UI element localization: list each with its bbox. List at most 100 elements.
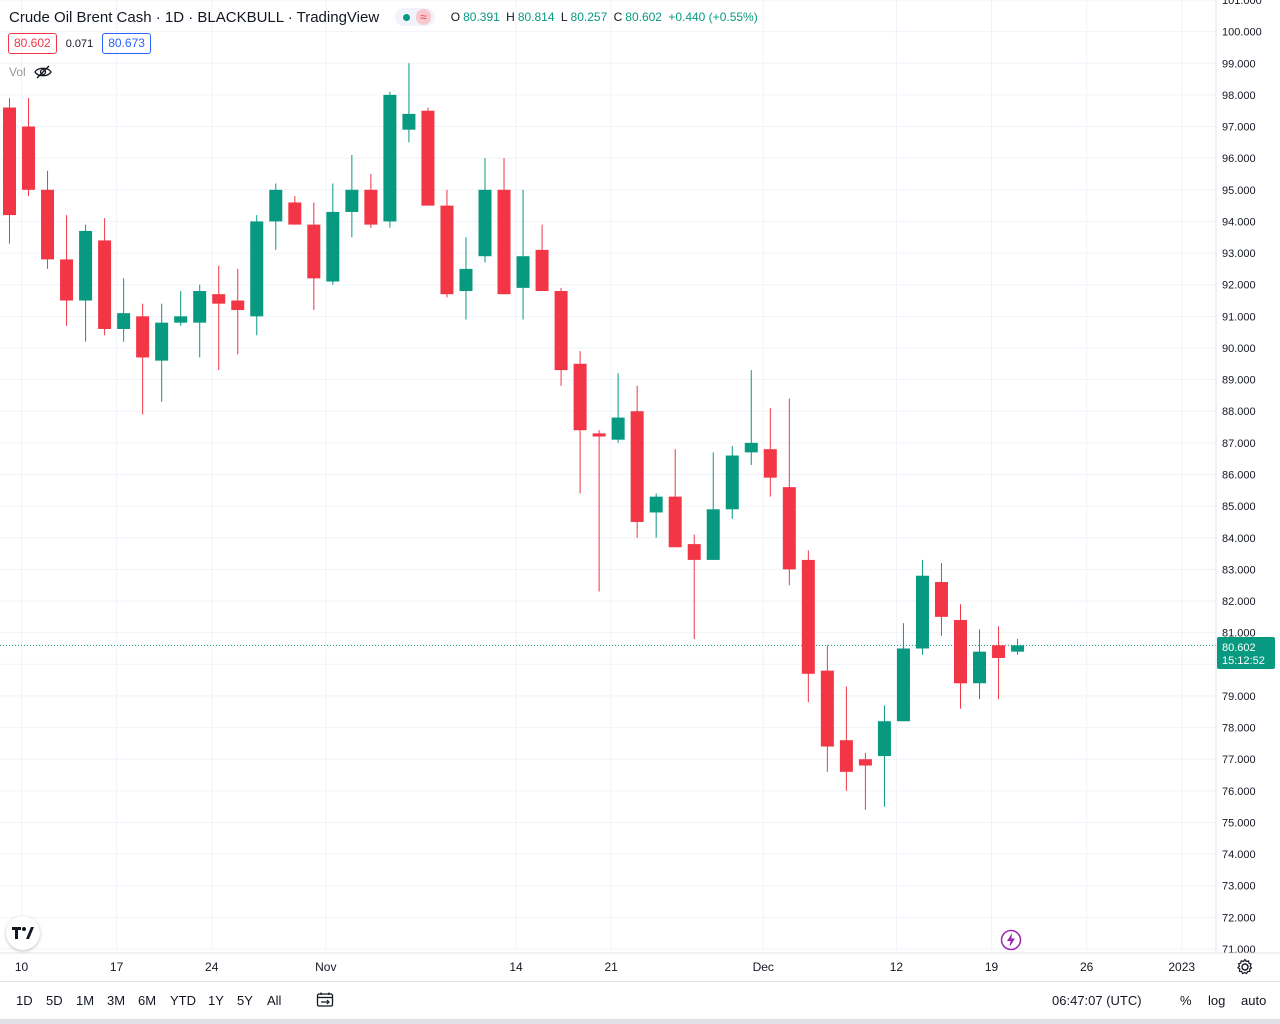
candle-body (725, 455, 739, 510)
time-tick-label: 14 (509, 960, 523, 974)
range-5d-button[interactable]: 5D (46, 993, 63, 1008)
candle (459, 237, 473, 320)
candle (782, 398, 796, 586)
candle (611, 373, 625, 443)
wave-icon: ≈ (416, 9, 431, 25)
price-tick-label: 94.000 (1222, 216, 1256, 228)
candle-body (193, 291, 207, 323)
price-tick-label: 91.000 (1222, 311, 1256, 323)
candle (288, 196, 302, 225)
range-1d-button[interactable]: 1D (16, 993, 33, 1008)
utc-clock[interactable]: 06:47:07 (UTC) (1052, 993, 1142, 1008)
range-5y-button[interactable]: 5Y (237, 993, 253, 1008)
candle (60, 215, 74, 326)
candle (877, 705, 891, 807)
candle-body (307, 224, 321, 279)
range-3m-button[interactable]: 3M (107, 993, 126, 1008)
ohlc-high: 80.814 (517, 10, 555, 24)
candle (1011, 638, 1025, 655)
candle (573, 351, 587, 494)
candle (250, 215, 264, 336)
candle (478, 158, 492, 263)
grid-lines (0, 0, 1216, 951)
market-open-dot-icon (403, 13, 411, 21)
bottom-toolbar: 1D 5D 1M 3M 6M YTD 1Y 5Y All 06:47:07 (U… (0, 981, 1280, 1020)
last-price-tag: 80.602 15:12:52 (1217, 637, 1275, 669)
price-tick-label: 90.000 (1222, 343, 1256, 355)
candle-body (383, 94, 397, 222)
candle (193, 284, 207, 358)
candle-body (915, 575, 929, 649)
candle (402, 63, 416, 143)
candle-body (516, 256, 530, 288)
time-tick-label: 10 (15, 960, 29, 974)
candle (516, 189, 530, 320)
range-1m-button[interactable]: 1M (76, 993, 95, 1008)
candle-body (497, 189, 511, 295)
candle (155, 303, 169, 402)
auto-scale-button[interactable]: auto (1241, 993, 1267, 1008)
eye-off-icon[interactable] (33, 65, 52, 79)
range-ytd-button[interactable]: YTD (170, 993, 196, 1008)
window-bottom-edge (0, 1019, 1280, 1024)
sell-price-button[interactable]: 80.602 (8, 33, 57, 54)
tradingview-logo-icon[interactable] (6, 916, 40, 950)
candle-body (212, 294, 226, 304)
time-axis[interactable]: 10 17 24 Nov 14 21 Dec 12 19 26 2023 (0, 952, 1280, 974)
time-tick-label: 21 (604, 960, 618, 974)
candle-body (992, 645, 1006, 658)
price-tick-label: 89.000 (1222, 375, 1256, 387)
chart-canvas[interactable]: 101.000 100.000 99.000 98.000 97.000 96.000 95… (0, 0, 1280, 981)
range-1y-button[interactable]: 1Y (208, 993, 224, 1008)
buy-price-button[interactable]: 80.673 (102, 33, 151, 54)
candle-body (858, 759, 872, 766)
spread-value: 0.071 (65, 37, 94, 50)
candle (174, 291, 188, 326)
ohlc-values: O 80.391 H 80.814 L 80.257 C 80.602 +0.440 (… (450, 10, 758, 24)
candle (896, 623, 910, 722)
candle (954, 604, 967, 709)
candle (706, 452, 720, 560)
ohlc-close: 80.602 (625, 10, 662, 24)
ohlc-low: 80.257 (570, 10, 608, 24)
price-tick-label: 77.000 (1222, 754, 1256, 766)
price-tick-label: 83.000 (1222, 564, 1256, 576)
percent-scale-button[interactable]: % (1180, 993, 1192, 1008)
time-tick-label: 17 (110, 960, 124, 974)
candle-body (573, 363, 587, 431)
candle-body (440, 205, 454, 295)
candle-body (1011, 645, 1025, 652)
price-axis[interactable]: 101.000 100.000 99.000 98.000 97.000 96.000 95… (1215, 0, 1262, 956)
candle (326, 183, 340, 285)
price-tick-label: 85.000 (1222, 501, 1256, 513)
range-all-button[interactable]: All (267, 993, 282, 1008)
gear-icon[interactable] (1236, 958, 1254, 976)
candle-body (554, 291, 568, 371)
candle (269, 183, 283, 250)
candle-body (459, 268, 473, 292)
candle-body (402, 113, 416, 130)
symbol-title[interactable]: Crude Oil Brent Cash · 1D · BLACKBULL · … (9, 8, 380, 26)
candle (554, 287, 568, 386)
candle (212, 265, 226, 371)
lightning-icon[interactable] (1000, 929, 1022, 951)
volume-legend[interactable]: Vol (9, 65, 52, 79)
log-scale-button[interactable]: log (1208, 993, 1226, 1008)
price-tick-label: 72.000 (1222, 912, 1256, 924)
price-tick-label: 93.000 (1222, 248, 1256, 260)
price-tick-label: 87.000 (1222, 438, 1256, 450)
candle-body (611, 417, 625, 440)
candle (307, 202, 321, 311)
candle-body (136, 316, 150, 358)
price-tick-label: 82.000 (1222, 596, 1256, 608)
candle (440, 189, 454, 298)
price-tick-label: 98.000 (1222, 90, 1256, 102)
calendar-range-icon[interactable] (316, 991, 334, 1009)
price-tick-label: 79.000 (1222, 691, 1256, 703)
candle-body (877, 721, 891, 757)
candle-body (763, 449, 777, 478)
status-pills[interactable]: ≈ (395, 8, 435, 26)
range-6m-button[interactable]: 6M (138, 993, 157, 1008)
candle-body (649, 496, 663, 513)
price-tick-label: 101.000 (1222, 0, 1262, 7)
